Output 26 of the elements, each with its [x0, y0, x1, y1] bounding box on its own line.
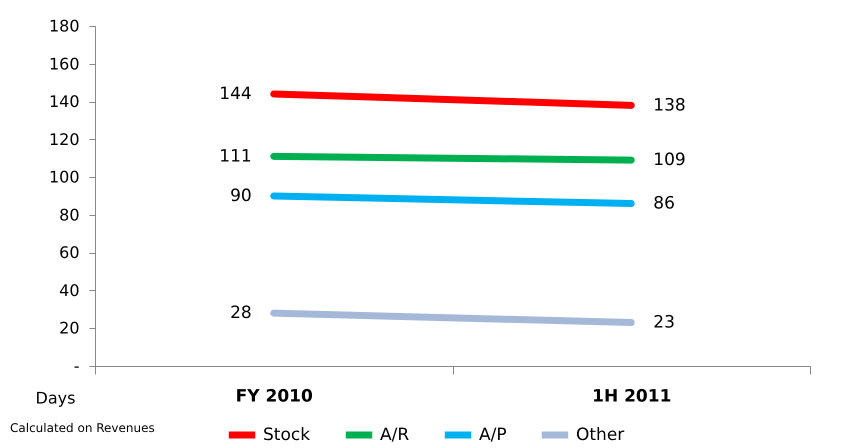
y-tick-label: 120 — [48, 130, 80, 149]
y-tick-label: 60 — [59, 243, 80, 262]
x-tick-label: FY 2010 — [236, 386, 313, 406]
legend-label: A/R — [380, 425, 410, 445]
data-label: 28 — [230, 303, 252, 324]
legend-label: A/P — [479, 425, 507, 445]
legend-label: Other — [576, 425, 624, 445]
data-label: 86 — [653, 194, 675, 214]
y-tick-label: 20 — [59, 318, 80, 338]
data-label: 144 — [219, 84, 252, 104]
y-tick-label: 160 — [48, 54, 80, 74]
data-label: 109 — [653, 150, 686, 170]
data-label: 111 — [219, 146, 252, 166]
y-tick-label: 180 — [48, 16, 80, 36]
y-tick-label: 80 — [59, 205, 80, 224]
x-tick-label: 1H 2011 — [592, 386, 672, 406]
data-label: 138 — [653, 95, 686, 116]
y-tick-label: 140 — [48, 92, 80, 112]
y-tick-label: 100 — [48, 168, 80, 187]
data-label: 90 — [230, 186, 252, 206]
y-axis-title: Days — [36, 388, 76, 408]
text: Calculated on Revenues — [10, 421, 155, 435]
y-tick-label: 40 — [59, 280, 80, 300]
legend-label: Stock — [263, 425, 310, 445]
data-label: 23 — [653, 312, 675, 333]
y-tick-label: - — [74, 356, 80, 376]
